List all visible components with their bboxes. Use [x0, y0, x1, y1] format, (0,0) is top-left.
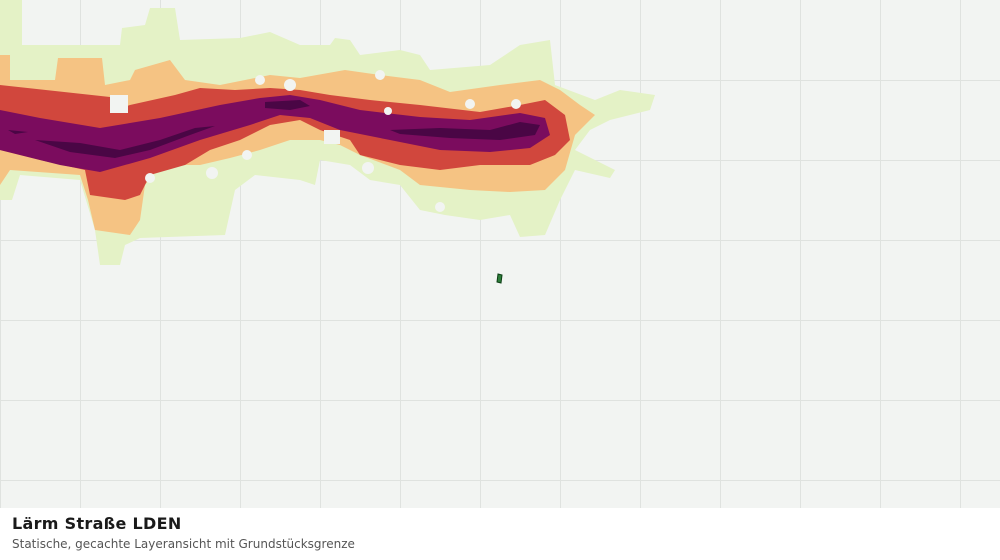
map	[0, 0, 1000, 508]
noise-band-extreme	[8, 100, 540, 158]
noise-band-high	[0, 85, 570, 200]
map-title: Lärm Straße LDEN	[12, 514, 182, 533]
parcel-boundary	[496, 273, 503, 284]
map-holes	[110, 70, 521, 212]
noise-band-medium	[0, 55, 595, 235]
caption-panel: Lärm Straße LDEN Statische, gecachte Lay…	[0, 508, 1000, 560]
map-subtitle: Statische, gecachte Layeransicht mit Gru…	[12, 537, 355, 551]
